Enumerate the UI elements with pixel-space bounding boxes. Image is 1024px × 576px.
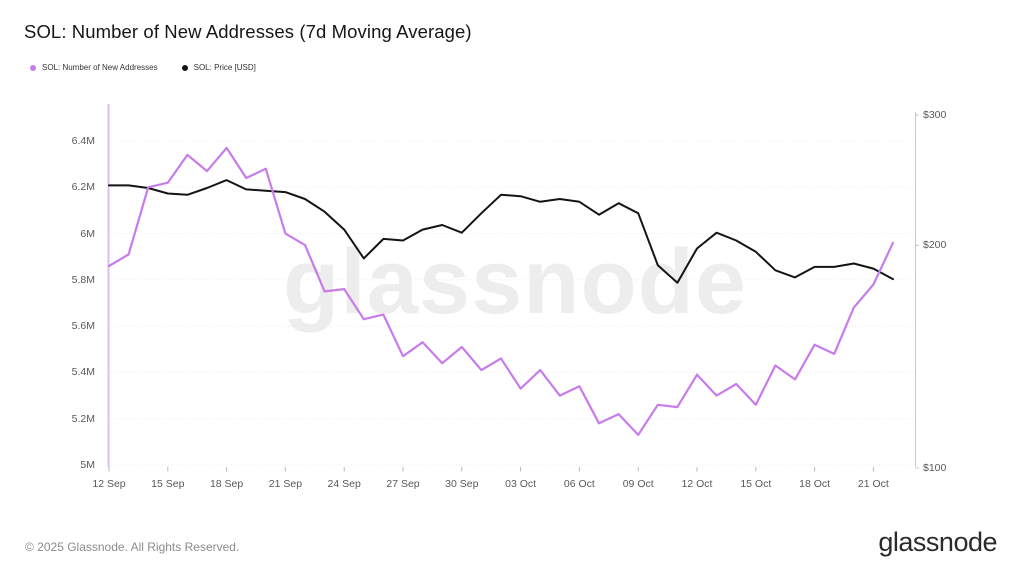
legend-dot-new-addresses-icon (30, 64, 36, 71)
x-axis-label: 09 Oct (622, 478, 654, 490)
y-axis-label-left: 5.8M (71, 273, 95, 286)
x-axis-label: 15 Oct (740, 478, 772, 490)
y-axis-label-left: 5M (80, 459, 95, 471)
x-axis-label: 30 Sep (445, 478, 479, 490)
x-axis-label: 18 Oct (799, 478, 831, 490)
y-axis-label-left: 5.6M (71, 320, 95, 333)
x-axis-label: 24 Sep (327, 478, 361, 490)
legend-label-price: SOL: Price [USD] (193, 63, 256, 72)
x-axis-label: 15 Sep (151, 478, 185, 490)
y-axis-label-left: 5.2M (71, 412, 95, 425)
legend-label-new-addresses: SOL: Number of New Addresses (42, 63, 158, 72)
legend-item-price[interactable]: SOL: Price [USD] (181, 63, 256, 72)
y-axis-label-left: 6M (80, 227, 95, 240)
x-axis-label: 06 Oct (563, 478, 595, 490)
x-axis-label: 21 Sep (268, 478, 303, 490)
x-axis-label: 18 Sep (209, 478, 244, 490)
y-axis-label-left: 5.4M (71, 366, 95, 379)
y-axis-label-left: 6.4M (71, 135, 95, 147)
price-line (108, 179, 894, 284)
y-axis-label-left: 6.2M (71, 181, 95, 194)
y-axis-label-right: $100 (923, 462, 947, 474)
legend: SOL: Number of New Addresses SOL: Price … (30, 63, 256, 72)
y-axis-label-right: $200 (923, 239, 947, 252)
glassnode-logo: glassnode (878, 527, 997, 557)
y-axis-label-right: $300 (923, 109, 947, 121)
x-axis-label: 12 Sep (92, 478, 126, 490)
copyright-text: © 2025 Glassnode. All Rights Reserved. (25, 540, 240, 554)
new-addresses-line (107, 146, 895, 436)
x-axis-label: 27 Sep (386, 478, 420, 490)
legend-dot-price-icon (181, 64, 188, 71)
x-axis-label: 03 Oct (505, 478, 537, 490)
legend-item-new-addresses[interactable]: SOL: Number of New Addresses (30, 63, 158, 72)
page-title: SOL: Number of New Addresses (7d Moving … (24, 21, 472, 42)
x-axis-label: 12 Oct (681, 478, 713, 490)
x-axis-label: 21 Oct (857, 478, 889, 490)
